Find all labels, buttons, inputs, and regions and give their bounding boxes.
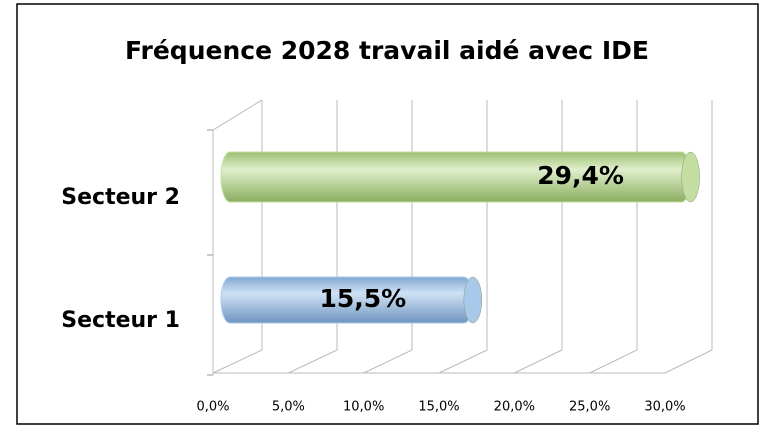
grid-line	[664, 349, 713, 374]
category-label: Secteur 2	[61, 185, 180, 210]
x-tick-label: 25,0%	[569, 400, 610, 415]
grid-line	[589, 349, 638, 374]
data-label: 29,4%	[537, 161, 624, 190]
bar-cap	[681, 151, 700, 203]
x-tick-label: 10,0%	[343, 400, 384, 415]
frame	[16, 3, 759, 425]
grid-line	[212, 349, 263, 374]
x-tick-label: 0,0%	[196, 400, 229, 415]
x-tick-label: 30,0%	[644, 400, 685, 415]
x-tick-label: 15,0%	[418, 400, 459, 415]
grid-line	[288, 349, 338, 374]
bar-cap	[463, 276, 483, 324]
grid-line	[363, 349, 413, 374]
category-label: Secteur 1	[61, 308, 180, 333]
data-label: 15,5%	[319, 284, 406, 313]
grid-line	[514, 349, 563, 374]
grid-line	[438, 349, 488, 374]
chart-title: Fréquence 2028 travail aidé avec IDE	[125, 36, 649, 65]
x-tick-label: 20,0%	[494, 400, 535, 415]
axis-line	[212, 99, 263, 131]
x-tick-label: 5,0%	[272, 400, 305, 415]
